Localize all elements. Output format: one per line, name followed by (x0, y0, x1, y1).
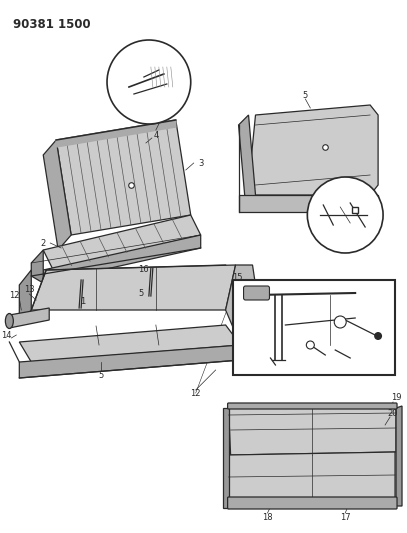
Text: 5: 5 (303, 91, 308, 100)
Circle shape (306, 341, 314, 349)
Text: 14: 14 (1, 330, 12, 340)
FancyBboxPatch shape (228, 497, 397, 509)
Polygon shape (56, 120, 191, 235)
Circle shape (307, 177, 383, 253)
Text: 2: 2 (41, 238, 46, 247)
Polygon shape (31, 250, 43, 283)
Text: 8: 8 (368, 353, 373, 362)
Polygon shape (229, 406, 396, 455)
Bar (232, 280, 395, 375)
Ellipse shape (5, 313, 13, 328)
Polygon shape (396, 406, 402, 506)
Polygon shape (225, 265, 256, 345)
Polygon shape (229, 452, 395, 500)
Polygon shape (56, 120, 176, 147)
Text: 19: 19 (391, 393, 401, 402)
Polygon shape (249, 105, 378, 195)
Text: 11: 11 (367, 200, 377, 209)
Polygon shape (223, 408, 229, 508)
Polygon shape (19, 325, 241, 362)
Text: 9: 9 (337, 358, 343, 367)
Text: 5: 5 (138, 288, 144, 297)
Circle shape (107, 40, 191, 124)
Text: 12: 12 (350, 279, 361, 287)
Polygon shape (43, 140, 71, 250)
Polygon shape (43, 215, 201, 270)
Text: 1: 1 (81, 297, 86, 306)
Text: 90381 1500: 90381 1500 (13, 18, 91, 31)
Circle shape (334, 316, 346, 328)
FancyBboxPatch shape (243, 286, 269, 300)
FancyBboxPatch shape (228, 403, 397, 409)
Text: 7: 7 (291, 340, 296, 349)
Ellipse shape (247, 290, 258, 310)
Text: 15: 15 (232, 273, 243, 282)
Text: 12: 12 (9, 290, 20, 300)
Polygon shape (31, 265, 236, 310)
Polygon shape (9, 308, 49, 328)
Polygon shape (239, 195, 378, 212)
Text: 5: 5 (98, 370, 104, 379)
Polygon shape (239, 115, 256, 205)
Polygon shape (19, 270, 31, 325)
Polygon shape (19, 345, 241, 378)
Text: 17: 17 (340, 513, 350, 521)
Text: 20: 20 (388, 408, 398, 417)
Text: 18: 18 (262, 513, 273, 521)
Text: 10: 10 (385, 313, 395, 322)
Text: 13: 13 (24, 285, 35, 294)
Text: 12: 12 (190, 389, 201, 398)
Text: 4: 4 (153, 131, 158, 140)
Text: 16: 16 (138, 265, 149, 274)
Text: 8: 8 (268, 358, 273, 367)
Polygon shape (43, 235, 201, 283)
Text: 6: 6 (152, 76, 158, 85)
Circle shape (374, 332, 382, 340)
Text: 3: 3 (198, 158, 204, 167)
